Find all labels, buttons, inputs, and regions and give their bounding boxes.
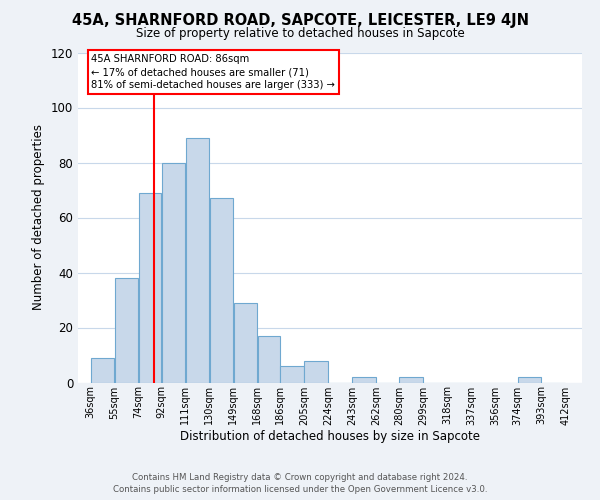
Bar [399, 377, 422, 382]
Bar [233, 302, 257, 382]
Bar [185, 138, 209, 382]
Text: 45A, SHARNFORD ROAD, SAPCOTE, LEICESTER, LE9 4JN: 45A, SHARNFORD ROAD, SAPCOTE, LEICESTER,… [71, 12, 529, 28]
Text: Contains HM Land Registry data © Crown copyright and database right 2024.
Contai: Contains HM Land Registry data © Crown c… [113, 472, 487, 494]
X-axis label: Distribution of detached houses by size in Sapcote: Distribution of detached houses by size … [180, 430, 480, 443]
Y-axis label: Number of detached properties: Number of detached properties [32, 124, 45, 310]
Bar [139, 192, 161, 382]
Bar [304, 360, 328, 382]
Text: 45A SHARNFORD ROAD: 86sqm
← 17% of detached houses are smaller (71)
81% of semi-: 45A SHARNFORD ROAD: 86sqm ← 17% of detac… [91, 54, 335, 90]
Bar [518, 377, 541, 382]
Bar [161, 162, 185, 382]
Bar [280, 366, 304, 382]
Bar [115, 278, 139, 382]
Text: Size of property relative to detached houses in Sapcote: Size of property relative to detached ho… [136, 28, 464, 40]
Bar [91, 358, 115, 382]
Bar [352, 377, 376, 382]
Bar [209, 198, 233, 382]
Bar [257, 336, 280, 382]
